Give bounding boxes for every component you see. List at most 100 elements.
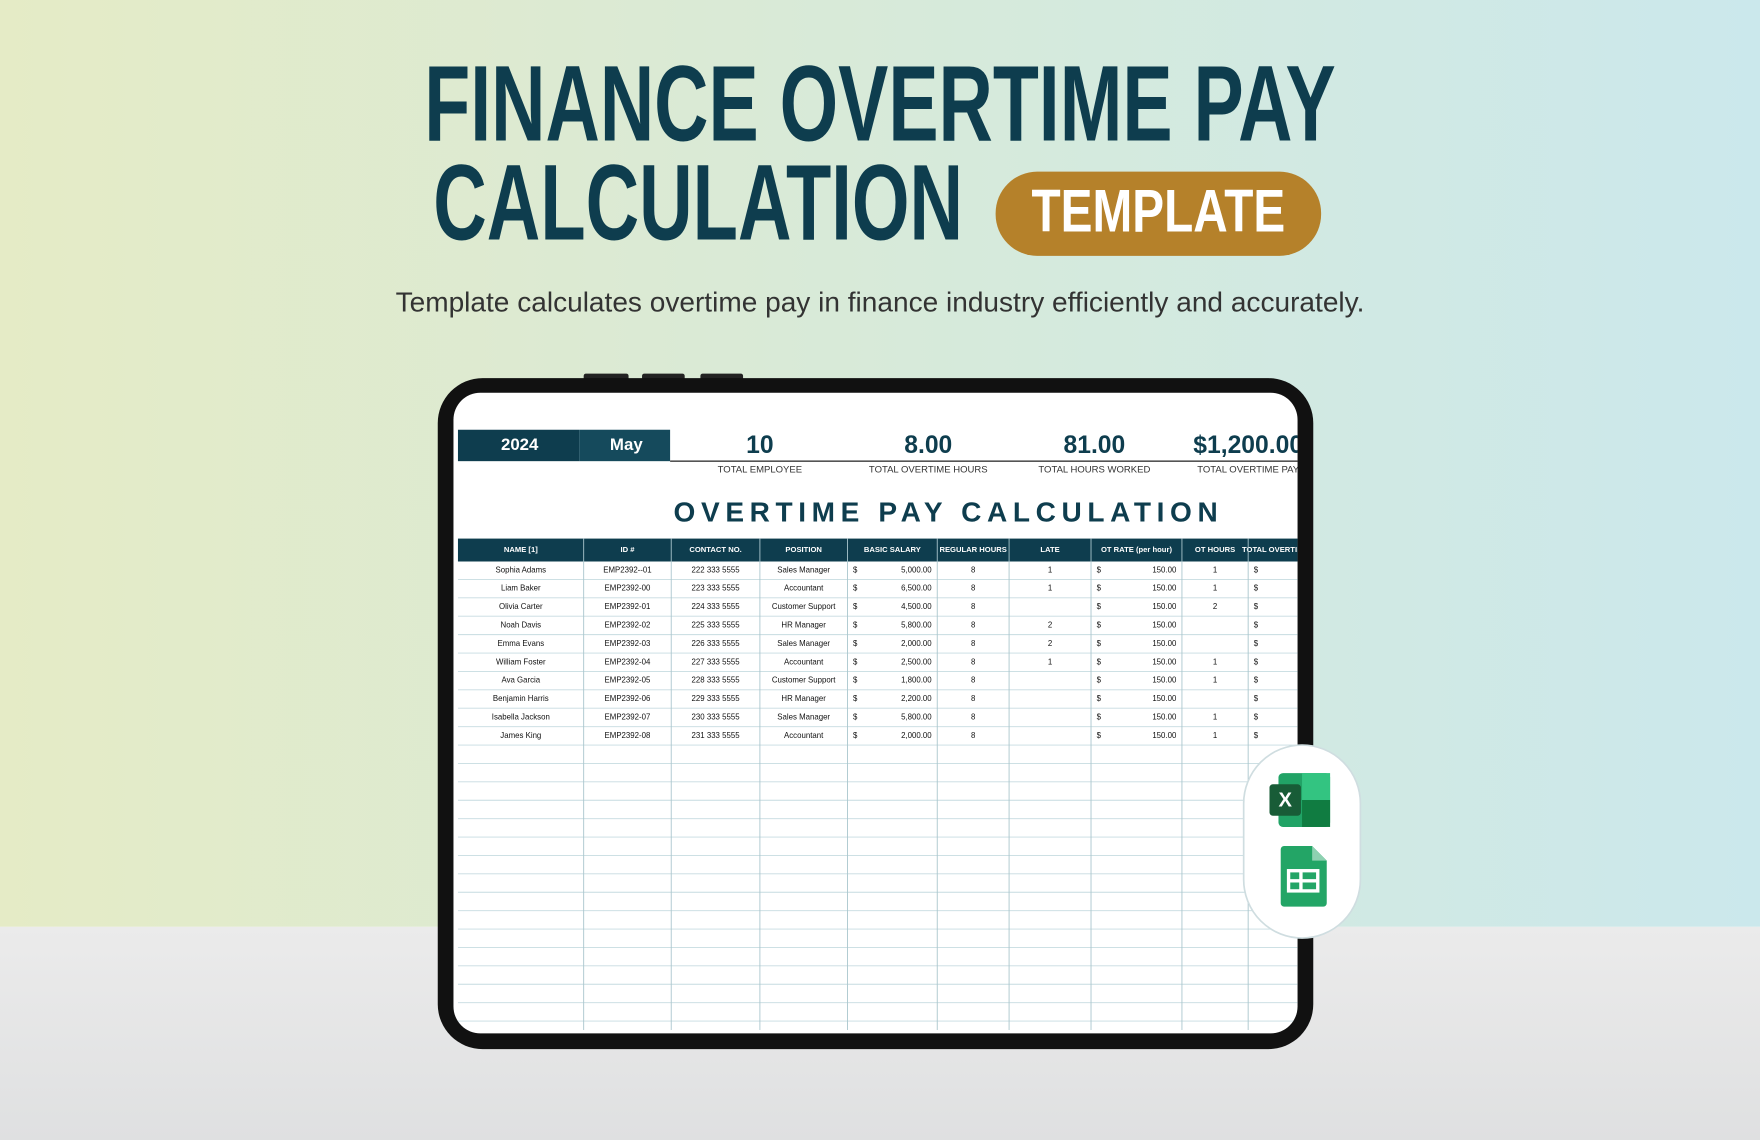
cell: Accountant [784, 731, 824, 740]
column-header: LATE [1040, 545, 1059, 554]
cell: EMP2392-05 [605, 676, 651, 685]
stat-label: TOTAL OVERTIME HOURS [869, 465, 988, 476]
stat-label: TOTAL HOURS WORKED [1038, 465, 1150, 476]
cell: 229 333 5555 [692, 694, 741, 703]
badge-text: TEMPLATE [1032, 176, 1286, 244]
column-header: POSITION [785, 545, 821, 554]
cell: 150.00 [1152, 694, 1177, 703]
cell: Olivia Carter [499, 602, 543, 611]
cell: 8 [971, 584, 976, 593]
cell: 4,500.00 [901, 602, 932, 611]
currency: $ [1097, 657, 1102, 666]
cell: Customer Support [772, 676, 836, 685]
cell: Accountant [784, 584, 824, 593]
cell: 5,800.00 [901, 621, 932, 630]
cell: 1 [1213, 676, 1217, 685]
column-header: OT HOURS [1195, 545, 1235, 554]
cell: William Foster [496, 657, 546, 666]
cell: 1 [1213, 584, 1217, 593]
cell: 5,000.00 [901, 565, 932, 574]
cell: EMP2392-02 [605, 621, 651, 630]
cell: Noah Davis [501, 621, 542, 630]
currency: $ [1097, 602, 1102, 611]
cell: 8 [971, 565, 976, 574]
cell: 8 [971, 639, 976, 648]
cell: Sales Manager [777, 639, 830, 648]
cell: Liam Baker [501, 584, 541, 593]
cell: EMP2392-04 [605, 657, 651, 666]
cell: 1 [1213, 657, 1217, 666]
cell: 150.00 [1152, 639, 1177, 648]
cell: 1,800.00 [901, 676, 932, 685]
currency: $ [853, 731, 858, 740]
cell: Isabella Jackson [492, 713, 550, 722]
cell: EMP2392-08 [605, 731, 651, 740]
cell: 8 [971, 676, 976, 685]
cell: 1 [1048, 565, 1052, 574]
currency: $ [853, 602, 858, 611]
currency: $ [853, 657, 858, 666]
stat-value: 10 [746, 432, 773, 459]
cell: 8 [971, 694, 976, 703]
cell: EMP2392-00 [605, 584, 651, 593]
currency: $ [1254, 639, 1259, 648]
currency: $ [1254, 621, 1259, 630]
currency: $ [1254, 584, 1259, 593]
title: CALCULATION [433, 141, 963, 262]
currency: $ [1254, 565, 1259, 574]
cell: 226 333 5555 [692, 639, 741, 648]
cell: 230 333 5555 [692, 713, 741, 722]
currency: $ [1097, 565, 1102, 574]
stat-value: 8.00 [904, 432, 952, 459]
cell: 150.00 [1152, 621, 1177, 630]
cell: Sophia Adams [496, 565, 547, 574]
currency: $ [1254, 694, 1259, 703]
cell: 1 [1048, 584, 1052, 593]
cell: 1 [1213, 565, 1217, 574]
currency: $ [1254, 657, 1259, 666]
cell: 2 [1048, 639, 1052, 648]
cell: 150.00 [1152, 584, 1177, 593]
cell: 5,800.00 [901, 713, 932, 722]
currency: $ [853, 713, 858, 722]
currency: $ [853, 694, 858, 703]
cell: 1 [1213, 713, 1217, 722]
cell: Accountant [784, 657, 824, 666]
cell: 228 333 5555 [692, 676, 741, 685]
currency: $ [1097, 694, 1102, 703]
badge [995, 171, 1322, 256]
currency: $ [1254, 602, 1259, 611]
currency: $ [1097, 621, 1102, 630]
currency: $ [1097, 731, 1102, 740]
currency: $ [1097, 713, 1102, 722]
cell: EMP2392-03 [605, 639, 651, 648]
header-row [457, 538, 1298, 562]
cell: 150.00 [1152, 676, 1177, 685]
cell: HR Manager [781, 621, 826, 630]
cell: 8 [971, 621, 976, 630]
cell: 2,000.00 [901, 731, 932, 740]
column-header: ID # [620, 545, 635, 554]
cell: Ava Garcia [501, 676, 540, 685]
cell: 222 333 5555 [692, 565, 741, 574]
currency: $ [1254, 731, 1259, 740]
cell: 8 [971, 602, 976, 611]
cell: Sales Manager [777, 713, 830, 722]
month: May [610, 435, 643, 454]
column-header: REGULAR HOURS [939, 545, 1006, 554]
cell: EMP2392--01 [603, 565, 651, 574]
column-header: NAME [1] [504, 545, 538, 554]
stat-value: 81.00 [1064, 432, 1126, 459]
cell: 231 333 5555 [692, 731, 741, 740]
cell: EMP2392-07 [605, 713, 651, 722]
cell: 150.00 [1152, 713, 1177, 722]
currency: $ [853, 565, 858, 574]
currency: $ [1254, 713, 1259, 722]
cell: 2,000.00 [901, 639, 932, 648]
cell: 2,200.00 [901, 694, 932, 703]
cell: 8 [971, 731, 976, 740]
currency: $ [853, 621, 858, 630]
stat-value: $1,200.00 [1193, 432, 1303, 459]
currency: $ [1254, 676, 1259, 685]
cell: 150.00 [1152, 602, 1177, 611]
